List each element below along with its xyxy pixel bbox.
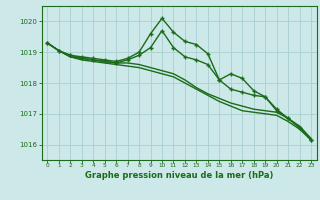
X-axis label: Graphe pression niveau de la mer (hPa): Graphe pression niveau de la mer (hPa) [85,171,273,180]
